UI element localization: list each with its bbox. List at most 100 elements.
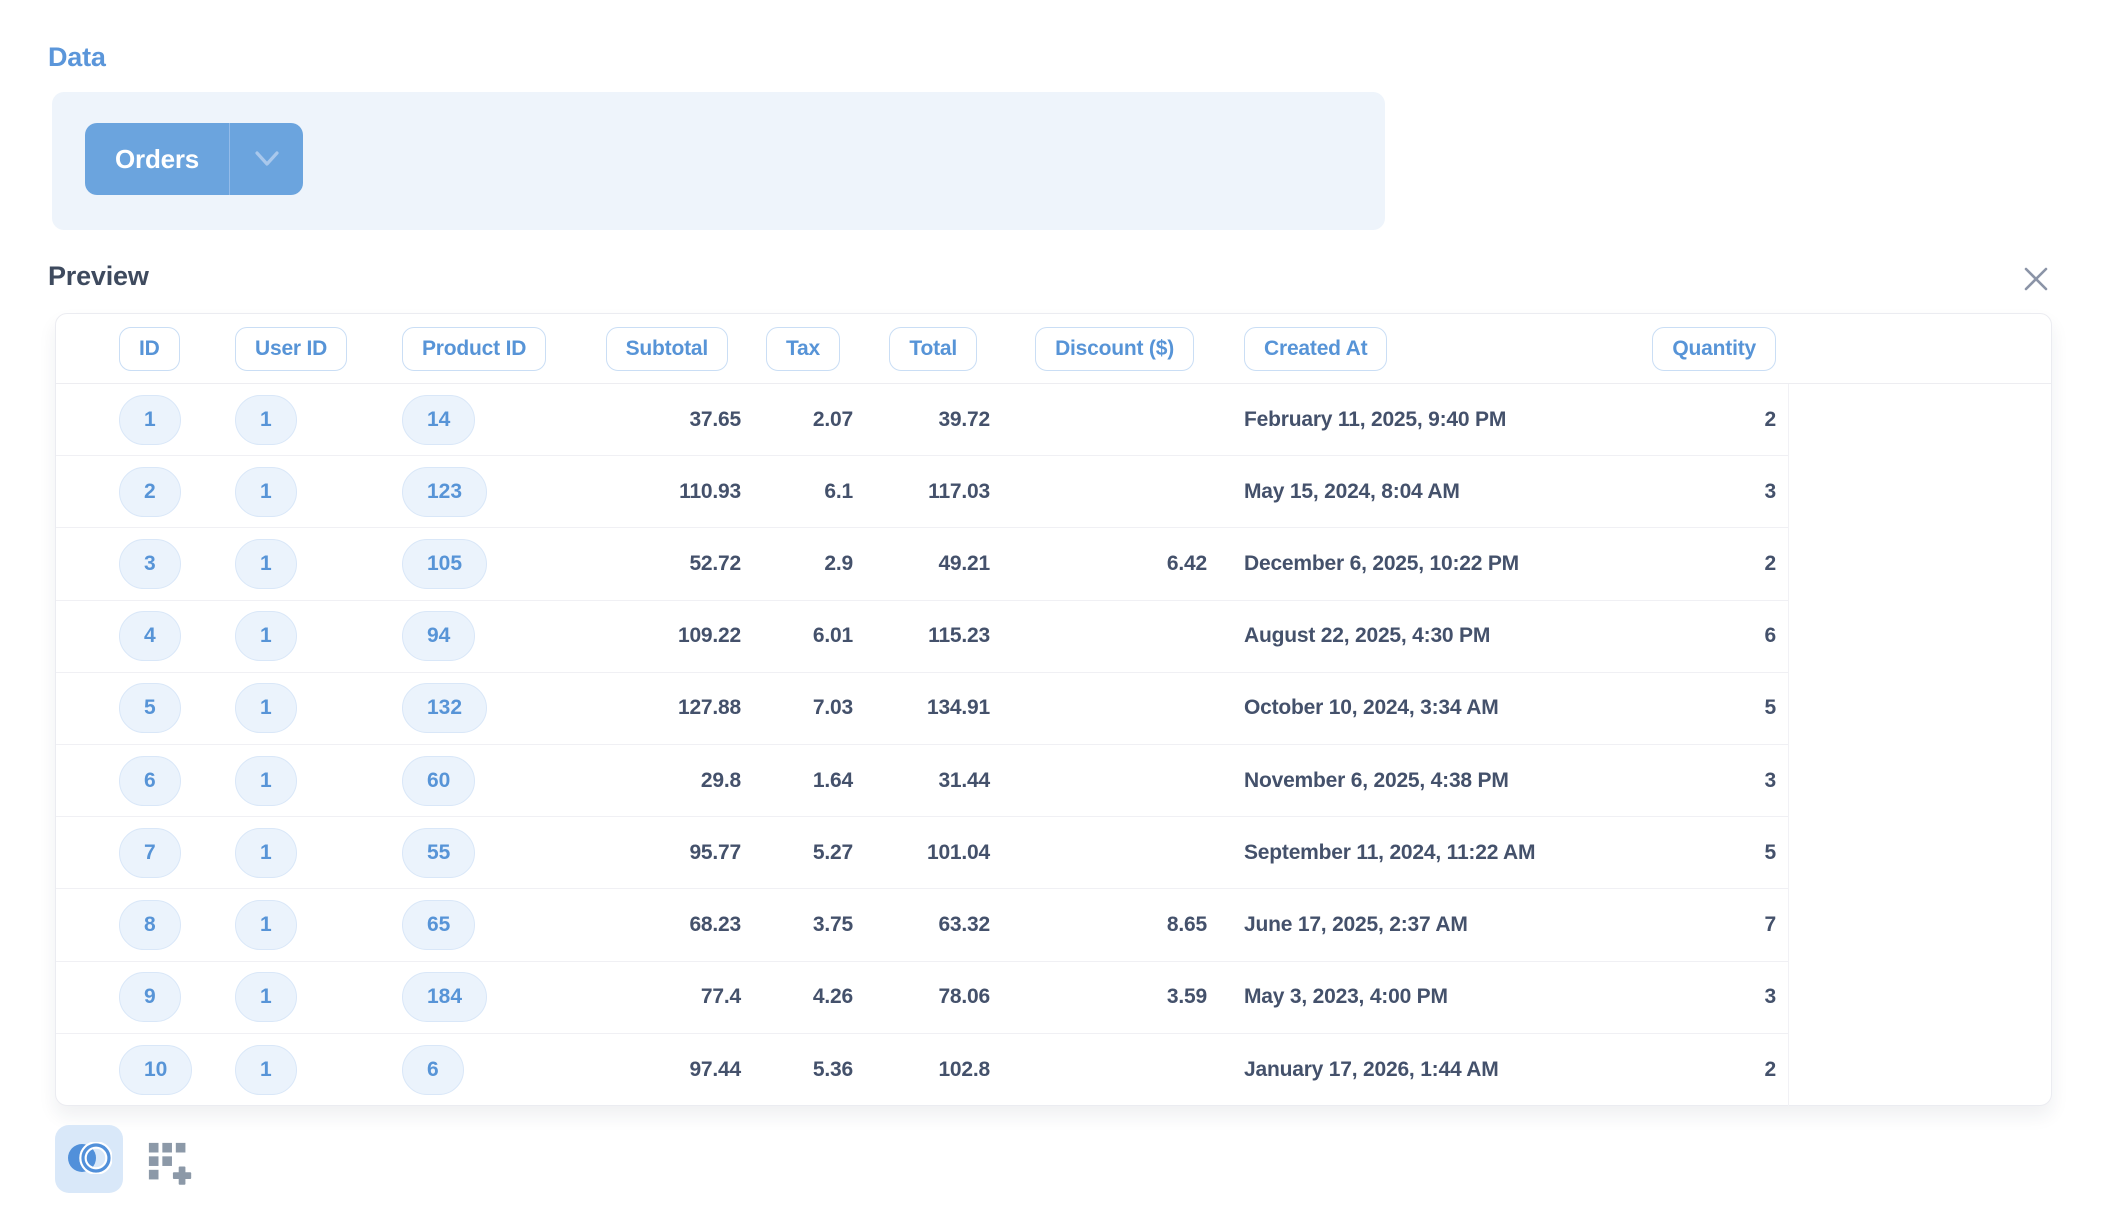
cell-created_at: May 3, 2023, 4:00 PM bbox=[1244, 985, 1448, 1009]
cell-tax: 6.1 bbox=[824, 479, 853, 503]
cell-tax: 2.07 bbox=[812, 407, 853, 431]
product_id-pill[interactable]: 60 bbox=[402, 755, 476, 806]
table-select-button[interactable]: Orders bbox=[85, 123, 304, 195]
preview-table-card: ID User ID Product ID Subtotal Tax Total… bbox=[55, 313, 2052, 1106]
user_id-pill[interactable]: 1 bbox=[235, 394, 297, 445]
cell-created_at: June 17, 2025, 2:37 AM bbox=[1244, 912, 1468, 936]
cell-user_id: 1 bbox=[235, 899, 402, 950]
id-pill[interactable]: 9 bbox=[119, 972, 181, 1023]
cell-subtotal: 37.65 bbox=[689, 407, 741, 431]
column-header-product_id: Product ID bbox=[402, 326, 600, 371]
column-header-pill-discount[interactable]: Discount ($) bbox=[1035, 326, 1194, 371]
user_id-pill[interactable]: 1 bbox=[235, 755, 297, 806]
id-pill[interactable]: 6 bbox=[119, 755, 181, 806]
cell-tax: 1.64 bbox=[812, 768, 853, 792]
id-pill[interactable]: 7 bbox=[119, 827, 181, 878]
column-header-pill-total[interactable]: Total bbox=[889, 326, 977, 371]
column-header-pill-user_id[interactable]: User ID bbox=[235, 326, 348, 371]
column-header-created_at: Created At bbox=[1207, 326, 1637, 371]
close-icon[interactable] bbox=[2018, 261, 2054, 297]
column-header-pill-id[interactable]: ID bbox=[119, 326, 180, 371]
id-pill[interactable]: 1 bbox=[119, 394, 181, 445]
cell-created_at: October 10, 2024, 3:34 AM bbox=[1244, 696, 1499, 720]
user_id-pill[interactable]: 1 bbox=[235, 1044, 297, 1095]
id-pill[interactable]: 4 bbox=[119, 611, 181, 662]
cell-subtotal: 52.72 bbox=[689, 551, 741, 575]
table-row: 8 1 65 68.23 3.75 63.32 8.65 June 17, 2025, 2:3… bbox=[56, 889, 1788, 962]
product_id-pill[interactable]: 65 bbox=[402, 899, 476, 950]
preview-section-title: Preview bbox=[48, 261, 149, 291]
cell-total: 115.23 bbox=[928, 624, 990, 648]
cell-quantity: 7 bbox=[1764, 912, 1777, 936]
venn-join-button[interactable] bbox=[55, 1125, 123, 1193]
cell-product_id: 65 bbox=[402, 899, 600, 950]
table-row: 1 1 14 37.65 2.07 39.72 February 11, 2025, 9:4… bbox=[56, 384, 1788, 457]
cell-total: 117.03 bbox=[928, 479, 990, 503]
cell-subtotal: 68.23 bbox=[689, 912, 741, 936]
cell-discount: 8.65 bbox=[1166, 912, 1207, 936]
cell-product_id: 105 bbox=[402, 538, 600, 589]
chevron-down-icon[interactable] bbox=[230, 123, 303, 195]
cell-tax: 6.01 bbox=[812, 624, 853, 648]
product_id-pill[interactable]: 55 bbox=[402, 827, 476, 878]
id-pill[interactable]: 5 bbox=[119, 683, 181, 734]
column-header-total: Total bbox=[853, 326, 990, 371]
id-pill[interactable]: 2 bbox=[119, 466, 181, 517]
add-columns-grid-icon[interactable] bbox=[145, 1139, 197, 1191]
cell-subtotal: 110.93 bbox=[679, 479, 741, 503]
venn-join-icon bbox=[66, 1140, 113, 1177]
product_id-pill[interactable]: 184 bbox=[402, 972, 488, 1023]
product_id-pill[interactable]: 94 bbox=[402, 611, 476, 662]
table-select-label[interactable]: Orders bbox=[85, 123, 231, 195]
cell-product_id: 55 bbox=[402, 827, 600, 878]
column-header-pill-subtotal[interactable]: Subtotal bbox=[605, 326, 728, 371]
product_id-pill[interactable]: 123 bbox=[402, 466, 488, 517]
data-section-title: Data bbox=[48, 42, 106, 72]
table-row: 10 1 6 97.44 5.36 102.8 January 17, 2026, 1:44… bbox=[56, 1034, 1788, 1106]
product_id-pill[interactable]: 14 bbox=[402, 394, 476, 445]
column-header-pill-created_at[interactable]: Created At bbox=[1244, 326, 1388, 371]
product_id-pill[interactable]: 6 bbox=[402, 1044, 464, 1095]
user_id-pill[interactable]: 1 bbox=[235, 538, 297, 589]
table-row: 9 1 184 77.4 4.26 78.06 3.59 May 3, 2023, 4:00 … bbox=[56, 962, 1788, 1034]
table-row: 5 1 132 127.88 7.03 134.91 October 10, 2024, 3… bbox=[56, 673, 1788, 745]
cell-quantity: 2 bbox=[1764, 551, 1777, 575]
cell-id: 1 bbox=[56, 394, 235, 445]
user_id-pill[interactable]: 1 bbox=[235, 899, 297, 950]
user_id-pill[interactable]: 1 bbox=[235, 611, 297, 662]
cell-user_id: 1 bbox=[235, 827, 402, 878]
product_id-pill[interactable]: 132 bbox=[402, 683, 488, 734]
id-pill[interactable]: 8 bbox=[119, 899, 181, 950]
cell-total: 31.44 bbox=[938, 768, 990, 792]
cell-total: 101.04 bbox=[926, 840, 990, 864]
user_id-pill[interactable]: 1 bbox=[235, 683, 297, 734]
cell-product_id: 132 bbox=[402, 683, 600, 734]
cell-id: 5 bbox=[56, 683, 235, 734]
user_id-pill[interactable]: 1 bbox=[235, 972, 297, 1023]
cell-total: 102.8 bbox=[938, 1057, 990, 1081]
user_id-pill[interactable]: 1 bbox=[235, 466, 297, 517]
product_id-pill[interactable]: 105 bbox=[402, 538, 488, 589]
table-row: 7 1 55 95.77 5.27 101.04 September 11, 2024, 1… bbox=[56, 817, 1788, 890]
table-body: 1 1 14 37.65 2.07 39.72 February 11, 2025, 9:4… bbox=[56, 384, 1789, 1106]
cell-quantity: 3 bbox=[1764, 985, 1777, 1009]
cell-subtotal: 77.4 bbox=[700, 985, 741, 1009]
column-header-pill-tax[interactable]: Tax bbox=[765, 326, 840, 371]
cell-id: 3 bbox=[56, 538, 235, 589]
column-header-user_id: User ID bbox=[235, 326, 402, 371]
cell-created_at: September 11, 2024, 11:22 AM bbox=[1244, 840, 1536, 864]
table-row: 4 1 94 109.22 6.01 115.23 August 22, 2025, 4:3… bbox=[56, 601, 1788, 673]
user_id-pill[interactable]: 1 bbox=[235, 827, 297, 878]
cell-quantity: 5 bbox=[1764, 696, 1777, 720]
cell-quantity: 3 bbox=[1764, 768, 1777, 792]
cell-product_id: 184 bbox=[402, 972, 600, 1023]
cell-total: 134.91 bbox=[926, 696, 990, 720]
id-pill[interactable]: 10 bbox=[119, 1044, 193, 1095]
cell-id: 2 bbox=[56, 466, 235, 517]
cell-subtotal: 95.77 bbox=[689, 840, 741, 864]
column-header-id: ID bbox=[56, 326, 235, 371]
column-header-pill-quantity[interactable]: Quantity bbox=[1652, 326, 1776, 371]
column-header-pill-product_id[interactable]: Product ID bbox=[402, 326, 547, 371]
id-pill[interactable]: 3 bbox=[119, 538, 181, 589]
cell-tax: 5.36 bbox=[812, 1057, 853, 1081]
